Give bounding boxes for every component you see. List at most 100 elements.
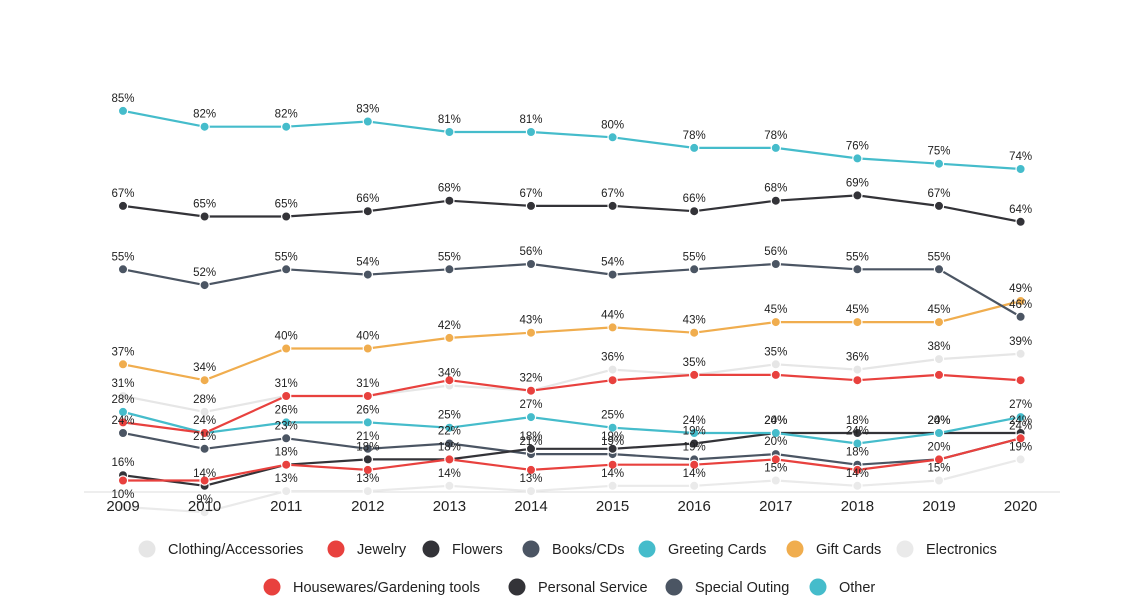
data-point-flowers-2017[interactable]: [770, 195, 782, 206]
data-point-clothing-accessories-2018[interactable]: [852, 364, 863, 375]
data-point-other-2020[interactable]: [1015, 411, 1026, 423]
data-point-jewelry-2014[interactable]: [525, 385, 537, 396]
data-point-electronics-2012[interactable]: [362, 485, 373, 497]
data-point-gift-cards-2015[interactable]: [607, 322, 618, 333]
data-point-books-cds-2020[interactable]: [1015, 311, 1026, 322]
data-point-other-2011[interactable]: [281, 417, 292, 428]
data-point-special-outing-2011[interactable]: [281, 433, 292, 444]
data-point-gift-cards-2014[interactable]: [525, 327, 537, 338]
data-point-electronics-2020[interactable]: [1015, 454, 1026, 465]
data-point-personal-service-2014[interactable]: [525, 443, 537, 454]
data-point-gift-cards-2019[interactable]: [933, 316, 945, 328]
data-point-books-cds-2009[interactable]: [117, 264, 129, 275]
data-point-jewelry-2017[interactable]: [770, 369, 782, 381]
data-point-housewares-gardening-tools-2012[interactable]: [362, 464, 373, 476]
data-point-housewares-gardening-tools-2019[interactable]: [933, 454, 945, 465]
data-point-greeting-cards-2016[interactable]: [689, 142, 700, 154]
data-point-jewelry-2016[interactable]: [689, 369, 700, 381]
data-point-books-cds-2014[interactable]: [525, 258, 537, 270]
data-point-jewelry-2015[interactable]: [607, 375, 618, 386]
data-point-housewares-gardening-tools-2009[interactable]: [117, 475, 129, 486]
data-point-other-2018[interactable]: [852, 438, 863, 449]
data-point-gift-cards-2011[interactable]: [281, 343, 292, 354]
data-point-gift-cards-2012[interactable]: [362, 343, 373, 354]
legend-item-books-cds[interactable]: Books/CDs: [522, 540, 625, 559]
data-point-flowers-2015[interactable]: [607, 200, 618, 212]
data-point-greeting-cards-2020[interactable]: [1015, 163, 1026, 175]
data-point-other-2015[interactable]: [607, 422, 618, 433]
data-point-other-2019[interactable]: [933, 427, 945, 439]
legend-item-special-outing[interactable]: Special Outing: [665, 578, 790, 597]
data-point-special-outing-2012[interactable]: [362, 443, 373, 454]
data-point-housewares-gardening-tools-2020[interactable]: [1015, 433, 1026, 444]
data-point-gift-cards-2009[interactable]: [117, 359, 129, 370]
data-point-electronics-2018[interactable]: [852, 480, 863, 491]
legend-item-gift-cards[interactable]: Gift Cards: [786, 540, 882, 559]
data-point-clothing-accessories-2017[interactable]: [770, 359, 782, 370]
data-point-flowers-2016[interactable]: [689, 205, 700, 217]
data-point-books-cds-2016[interactable]: [689, 264, 700, 275]
data-point-flowers-2014[interactable]: [525, 200, 537, 212]
data-point-books-cds-2013[interactable]: [444, 264, 455, 275]
data-point-jewelry-2012[interactable]: [362, 390, 373, 402]
data-point-jewelry-2019[interactable]: [933, 369, 945, 381]
data-point-flowers-2013[interactable]: [444, 195, 455, 206]
data-point-greeting-cards-2010[interactable]: [199, 121, 210, 132]
data-point-clothing-accessories-2010[interactable]: [199, 406, 210, 418]
data-point-other-2013[interactable]: [444, 422, 455, 433]
legend-item-housewares-gardening-tools[interactable]: Housewares/Gardening tools: [263, 578, 481, 597]
data-point-greeting-cards-2015[interactable]: [607, 132, 618, 143]
data-point-books-cds-2010[interactable]: [199, 279, 210, 291]
data-point-clothing-accessories-2019[interactable]: [933, 353, 945, 365]
data-point-gift-cards-2017[interactable]: [770, 316, 782, 328]
data-point-gift-cards-2013[interactable]: [444, 332, 455, 344]
data-point-special-outing-2009[interactable]: [117, 427, 129, 439]
data-point-electronics-2014[interactable]: [525, 485, 537, 497]
data-point-housewares-gardening-tools-2011[interactable]: [281, 459, 292, 470]
data-point-personal-service-2018[interactable]: [852, 427, 863, 439]
data-point-personal-service-2016[interactable]: [689, 438, 700, 449]
data-point-books-cds-2012[interactable]: [362, 269, 373, 280]
data-point-clothing-accessories-2009[interactable]: [117, 390, 129, 402]
legend-item-clothing-accessories[interactable]: Clothing/Accessories: [138, 540, 304, 559]
data-point-electronics-2016[interactable]: [689, 480, 700, 491]
data-point-other-2016[interactable]: [689, 427, 700, 439]
data-point-jewelry-2013[interactable]: [444, 375, 455, 386]
legend-item-other[interactable]: Other: [809, 578, 876, 597]
data-point-electronics-2011[interactable]: [281, 485, 292, 497]
data-point-greeting-cards-2019[interactable]: [933, 158, 945, 169]
data-point-housewares-gardening-tools-2010[interactable]: [199, 475, 210, 486]
data-point-jewelry-2020[interactable]: [1015, 375, 1026, 386]
data-point-jewelry-2010[interactable]: [199, 427, 210, 439]
data-point-personal-service-2012[interactable]: [362, 454, 373, 465]
legend-item-flowers[interactable]: Flowers: [422, 540, 503, 559]
data-point-other-2012[interactable]: [362, 417, 373, 428]
data-point-jewelry-2018[interactable]: [852, 375, 863, 386]
data-point-jewelry-2009[interactable]: [117, 417, 129, 428]
data-point-gift-cards-2018[interactable]: [852, 316, 863, 328]
data-point-greeting-cards-2012[interactable]: [362, 116, 373, 127]
data-point-jewelry-2011[interactable]: [281, 390, 292, 402]
data-point-flowers-2019[interactable]: [933, 200, 945, 212]
data-point-clothing-accessories-2020[interactable]: [1015, 348, 1026, 359]
data-point-greeting-cards-2013[interactable]: [444, 126, 455, 138]
data-point-gift-cards-2020[interactable]: [1015, 295, 1026, 307]
data-point-housewares-gardening-tools-2014[interactable]: [525, 464, 537, 476]
data-point-greeting-cards-2017[interactable]: [770, 142, 782, 154]
data-point-electronics-2015[interactable]: [607, 480, 618, 491]
data-point-housewares-gardening-tools-2016[interactable]: [689, 459, 700, 470]
data-point-clothing-accessories-2015[interactable]: [607, 364, 618, 375]
data-point-electronics-2013[interactable]: [444, 480, 455, 491]
data-point-books-cds-2017[interactable]: [770, 258, 782, 270]
data-point-other-2017[interactable]: [770, 427, 782, 439]
data-point-flowers-2020[interactable]: [1015, 216, 1026, 227]
data-point-greeting-cards-2009[interactable]: [117, 105, 129, 117]
legend-item-jewelry[interactable]: Jewelry: [327, 540, 407, 559]
data-point-books-cds-2015[interactable]: [607, 269, 618, 280]
data-point-books-cds-2018[interactable]: [852, 264, 863, 275]
legend-item-electronics[interactable]: Electronics: [896, 540, 997, 559]
data-point-flowers-2012[interactable]: [362, 205, 373, 217]
data-point-special-outing-2010[interactable]: [199, 443, 210, 454]
data-point-housewares-gardening-tools-2015[interactable]: [607, 459, 618, 470]
data-point-flowers-2009[interactable]: [117, 200, 129, 212]
